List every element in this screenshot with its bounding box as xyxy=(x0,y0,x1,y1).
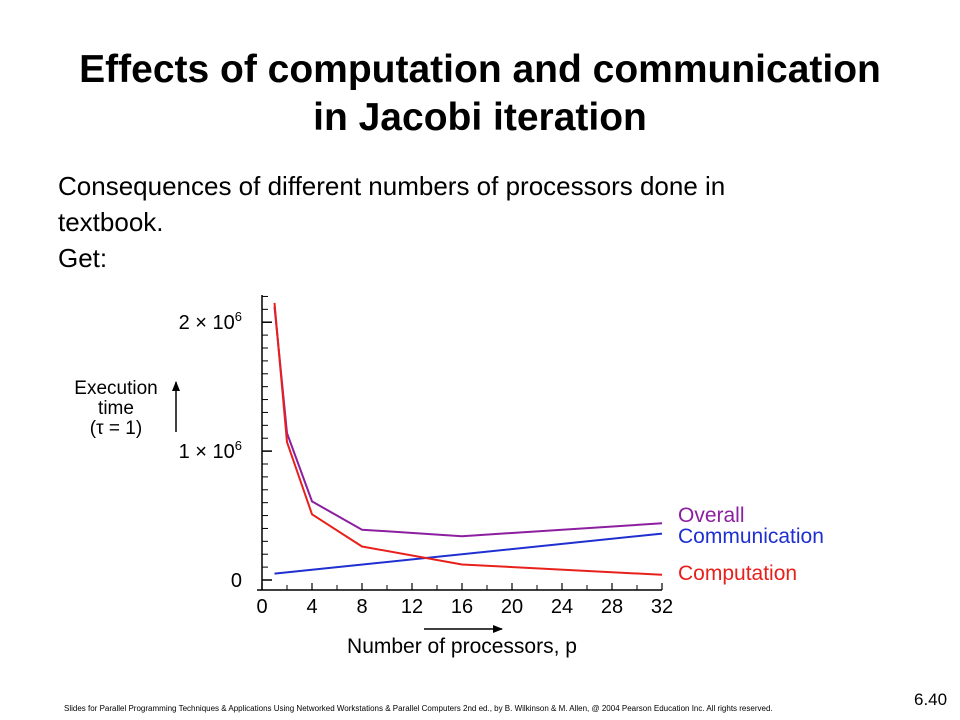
x-axis-label: Number of processors, p xyxy=(347,635,577,658)
y-tick-label: 2 × 106 xyxy=(179,309,242,334)
title-line-1: Effects of computation and communication xyxy=(79,48,881,91)
x-tick-label: 8 xyxy=(356,596,367,618)
body-line-1: Consequences of different numbers of pro… xyxy=(58,171,726,201)
slide-number: 6.40 xyxy=(914,690,948,709)
y-tick-label: 1 × 106 xyxy=(179,438,242,463)
series-line-computation xyxy=(273,302,663,576)
slide-footer: Slides for Parallel Programming Techniqu… xyxy=(64,704,773,713)
slide-body: Consequences of different numbers of pro… xyxy=(58,168,918,276)
legend-label-overall: Overall xyxy=(678,504,745,527)
x-tick-label: 32 xyxy=(651,596,673,618)
slide-title: Effects of computation and communication… xyxy=(20,46,940,142)
chart-series xyxy=(273,302,663,576)
chart-ticks: 0 4 8 12 16 20 24 28 32 0 1 × 106 2 × 106 xyxy=(179,295,673,618)
body-line-3: Get: xyxy=(58,243,108,273)
x-tick-label: 28 xyxy=(601,596,623,618)
series-line-communication xyxy=(274,532,663,575)
y-axis-label-line-3: (τ = 1) xyxy=(90,418,142,439)
x-tick-label: 24 xyxy=(551,596,573,618)
series-line-overall xyxy=(273,306,663,538)
x-tick-label: 12 xyxy=(401,596,423,618)
x-tick-label: 0 xyxy=(256,596,267,618)
x-tick-label: 20 xyxy=(501,596,523,618)
x-tick-label: 16 xyxy=(451,596,473,618)
chart-axes xyxy=(257,295,662,591)
y-axis-label: Execution time (τ = 1) xyxy=(74,378,157,439)
legend-label-computation: Computation xyxy=(678,562,797,585)
y-axis-label-line-1: Execution xyxy=(74,378,157,399)
legend-label-communication: Communication xyxy=(678,525,824,548)
y-tick-label: 0 xyxy=(231,570,242,592)
x-tick-label: 4 xyxy=(306,596,317,618)
title-line-2: in Jacobi iteration xyxy=(313,96,647,139)
y-axis-label-line-2: time xyxy=(98,398,134,419)
body-line-2: textbook. xyxy=(58,207,164,237)
